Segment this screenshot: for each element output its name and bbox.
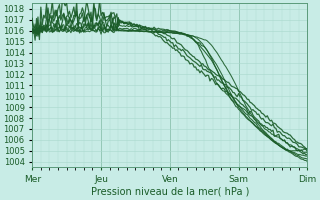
X-axis label: Pression niveau de la mer( hPa ): Pression niveau de la mer( hPa ) — [91, 187, 249, 197]
